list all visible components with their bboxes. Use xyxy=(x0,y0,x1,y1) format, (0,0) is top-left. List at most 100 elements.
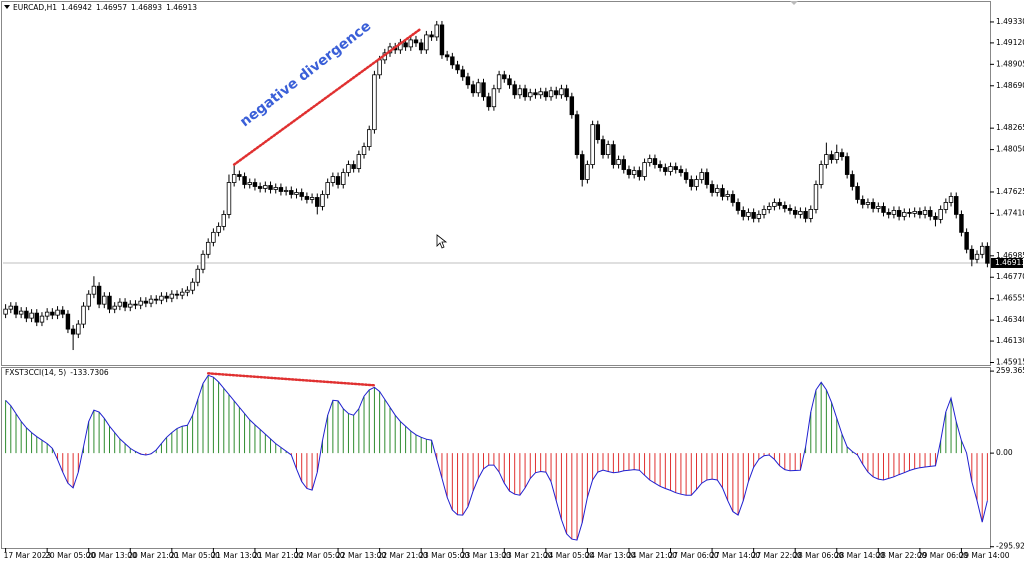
candle-body xyxy=(870,202,876,209)
candle-body xyxy=(3,308,8,315)
candle-body xyxy=(850,174,855,187)
candle-body xyxy=(964,231,969,250)
candle-body xyxy=(65,313,71,330)
y-tick-label: 259.3651 xyxy=(996,366,1024,375)
candle-body xyxy=(507,78,512,86)
x-tick-label: 20 Mar 21:00 xyxy=(128,551,178,560)
candle-body xyxy=(50,311,55,316)
candle-body xyxy=(190,281,195,291)
candle-body xyxy=(185,289,190,293)
candle-body xyxy=(102,295,107,305)
candle-body xyxy=(13,305,19,315)
candle-body xyxy=(320,194,325,207)
candle-body xyxy=(418,42,424,51)
candle-body xyxy=(55,309,60,316)
candle-body xyxy=(824,154,829,165)
x-tick-label: 27 Mar 22:00 xyxy=(752,551,802,560)
candle-body xyxy=(943,202,949,210)
candle-body xyxy=(216,225,221,233)
indicator-header: FXST3CCI(14, 5) -133.7306 xyxy=(5,368,109,377)
candle-body xyxy=(424,34,429,51)
candle-body xyxy=(585,164,590,180)
candle-body xyxy=(325,182,330,195)
candle-body xyxy=(928,210,933,217)
y-tick-label: 1.46770 xyxy=(996,272,1024,281)
candle-body xyxy=(263,185,268,189)
candle-body xyxy=(315,197,320,207)
x-tick-label: 22 Mar 05:00 xyxy=(295,551,345,560)
candle-body xyxy=(792,210,798,215)
candle-body xyxy=(829,154,834,160)
candle-body xyxy=(777,202,782,206)
candle-body xyxy=(341,172,346,185)
divergence-line xyxy=(232,27,422,166)
y-tick-label: 1.46340 xyxy=(996,315,1024,324)
y-tick-label: 1.49120 xyxy=(996,38,1024,47)
candle-body xyxy=(642,162,647,177)
candle-body xyxy=(195,268,201,283)
candle-body xyxy=(221,214,226,227)
candle-body xyxy=(289,190,294,195)
candle-body xyxy=(205,241,211,255)
candle-body xyxy=(278,187,284,192)
cci-line xyxy=(5,374,988,541)
candle-body xyxy=(730,194,736,203)
candle-body xyxy=(522,88,528,98)
x-tick-label: 21 Mar 13:00 xyxy=(211,551,261,560)
candle-body xyxy=(959,214,964,233)
candle-body xyxy=(637,170,642,177)
open-value: 1.46942 xyxy=(61,3,92,12)
candle-body xyxy=(985,245,990,264)
candle-body xyxy=(907,212,912,214)
high-value: 1.46957 xyxy=(96,3,127,12)
y-tick-label: 1.46555 xyxy=(996,294,1024,303)
candle-body xyxy=(180,291,185,296)
candle-body xyxy=(590,124,595,165)
candle-body xyxy=(128,303,133,308)
candle-body xyxy=(70,328,76,335)
candle-body xyxy=(818,164,824,185)
candle-body xyxy=(8,305,14,310)
candle-body xyxy=(455,64,460,71)
candle-body xyxy=(470,84,476,94)
candle-body xyxy=(512,84,517,96)
candle-body xyxy=(231,174,237,183)
candle-body xyxy=(439,24,445,56)
candle-body xyxy=(533,92,538,96)
candle-body xyxy=(715,188,720,193)
candle-body xyxy=(886,212,891,215)
candle-body xyxy=(948,196,954,203)
candle-body xyxy=(741,210,746,217)
candle-body xyxy=(117,301,123,307)
candle-body xyxy=(252,182,258,187)
candle-body xyxy=(112,305,117,310)
candle-body xyxy=(330,176,336,183)
x-tick-label: 28 Mar 14:00 xyxy=(835,551,885,560)
y-tick-label: 1.48050 xyxy=(996,145,1024,154)
candle-body xyxy=(309,197,315,200)
candle-body xyxy=(767,206,772,210)
x-tick-label: 27 Mar 14:00 xyxy=(710,551,760,560)
candle-body xyxy=(663,167,668,172)
dropdown-arrow[interactable] xyxy=(4,5,10,9)
candle-body xyxy=(294,192,299,195)
candle-body xyxy=(673,166,678,170)
candle-body xyxy=(938,209,943,220)
candle-body xyxy=(564,88,569,98)
candle-body xyxy=(242,176,247,185)
candle-body xyxy=(361,146,367,155)
candle-body xyxy=(247,182,252,185)
candle-body xyxy=(429,34,434,38)
y-tick-label: 1.48265 xyxy=(996,123,1024,132)
x-tick-label: 23 Mar 21:00 xyxy=(502,551,552,560)
x-tick-label: 21 Mar 21:00 xyxy=(253,551,303,560)
candle-body xyxy=(979,245,985,255)
candle-body xyxy=(813,184,819,210)
divergence-line xyxy=(206,372,376,387)
candle-body xyxy=(81,305,86,325)
candle-body xyxy=(574,114,580,155)
indicator-value: -133.7306 xyxy=(70,368,109,377)
candle-body xyxy=(408,39,414,48)
candle-body xyxy=(720,188,725,197)
candle-body xyxy=(922,210,928,215)
